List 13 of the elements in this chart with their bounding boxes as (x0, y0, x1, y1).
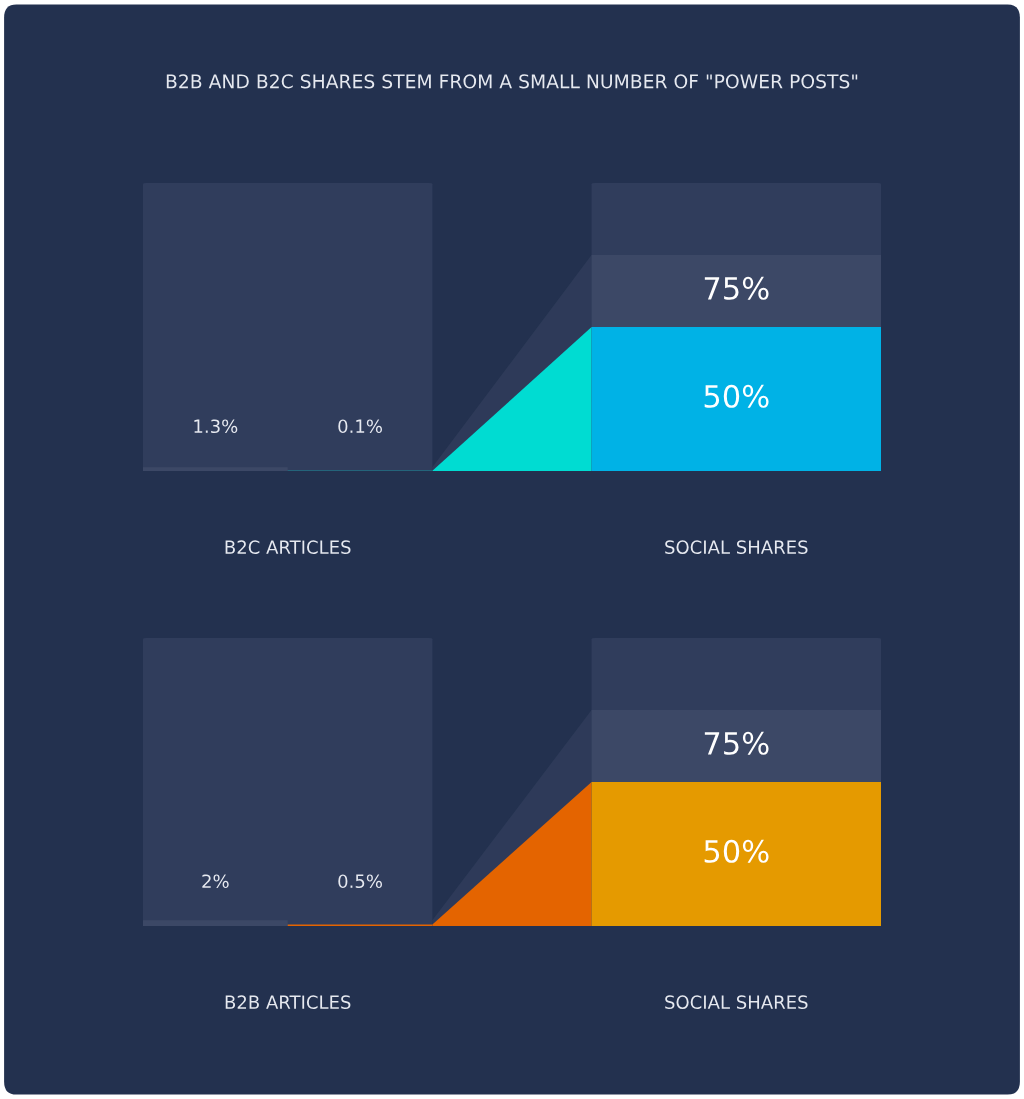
data-label: 0.5% (338, 874, 382, 889)
data-label: 75% (704, 276, 769, 300)
category-label: B2B ARTICLES (225, 995, 351, 1009)
category-label: B2C ARTICLES (225, 540, 351, 554)
data-label: 50% (704, 384, 769, 408)
category-label: SOCIAL SHARES (665, 995, 808, 1009)
data-label: 0.1% (338, 419, 382, 434)
data-label: 1.3% (194, 419, 238, 434)
text: B2B AND B2C SHARES STEM FROM A SMALL NUMBER OF "POWER POSTS" (166, 74, 858, 89)
data-label: 2% (202, 874, 229, 889)
data-label: 50% (704, 839, 769, 863)
category-label: SOCIAL SHARES (665, 540, 808, 554)
data-label: 75% (704, 731, 769, 755)
